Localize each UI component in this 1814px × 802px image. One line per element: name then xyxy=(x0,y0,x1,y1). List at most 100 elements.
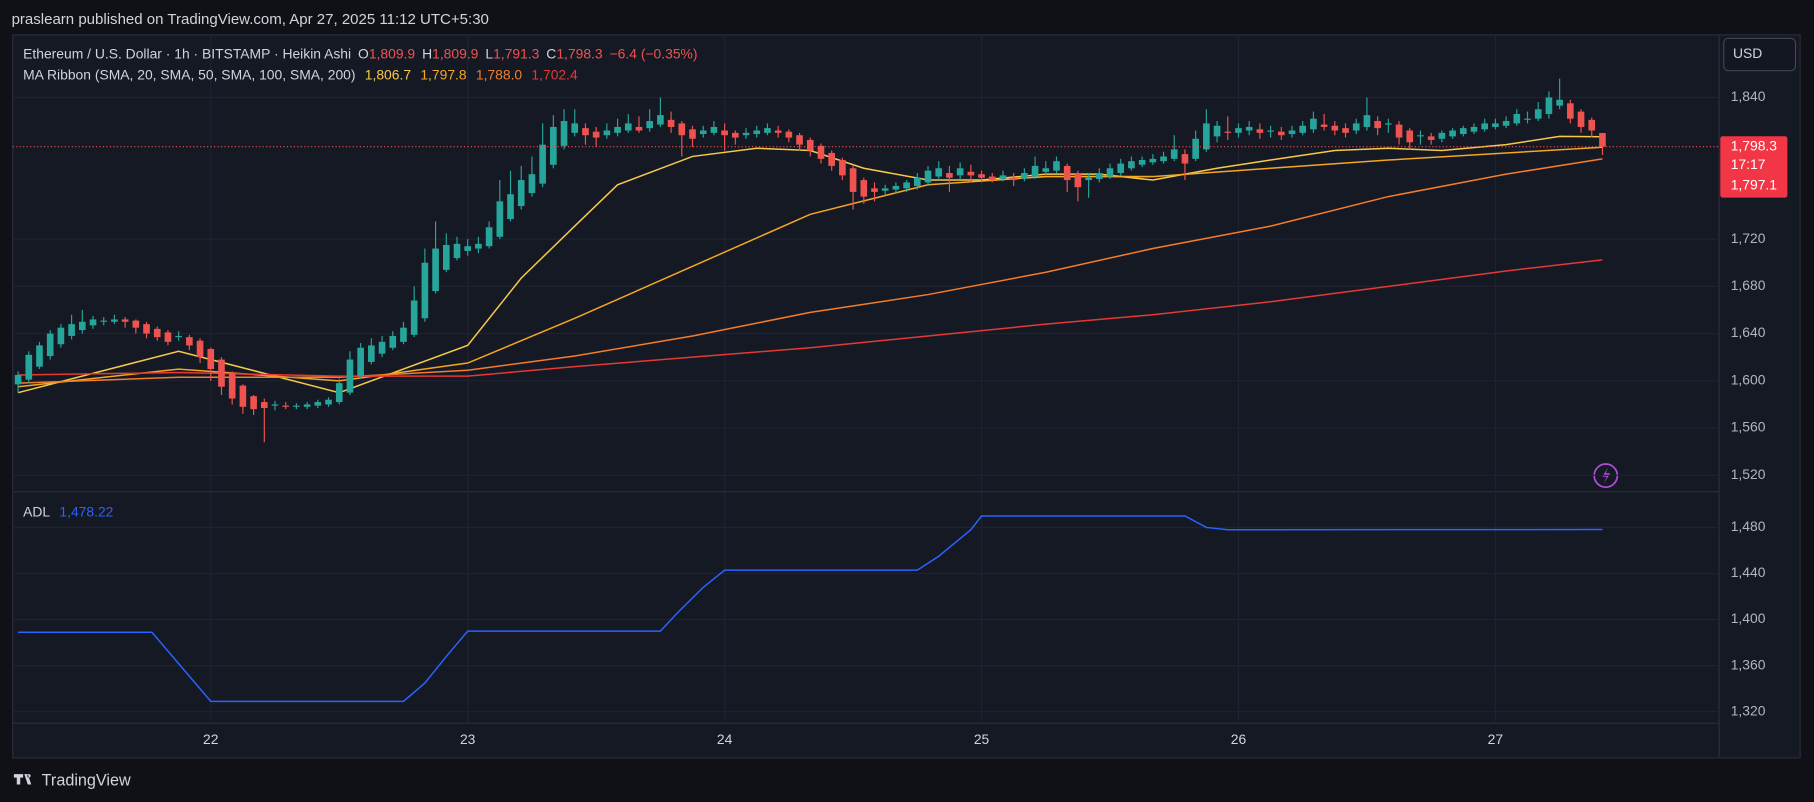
candle-body xyxy=(143,324,150,334)
candle-body xyxy=(89,319,97,326)
candle-body xyxy=(78,321,86,331)
candle-body xyxy=(1277,131,1285,136)
candle-body xyxy=(817,145,825,159)
candle-body xyxy=(721,130,728,136)
ohlc-value: 1,791.3 xyxy=(493,45,540,61)
candle-body xyxy=(1395,124,1403,138)
candle-body xyxy=(614,126,621,133)
candle-body xyxy=(550,126,557,165)
candle-body xyxy=(325,399,332,405)
candle-body xyxy=(1063,165,1071,181)
candle-body xyxy=(924,170,932,183)
candle-body xyxy=(1128,161,1135,169)
line xyxy=(18,515,1603,703)
ohlc-value: 1,798.3 xyxy=(556,45,603,61)
candle-body xyxy=(1524,118,1531,120)
candle-body xyxy=(1245,126,1253,131)
candle-body xyxy=(1181,154,1189,164)
candle-body xyxy=(657,115,664,125)
candle-body xyxy=(368,345,375,362)
brand-name: TradingView xyxy=(42,771,131,789)
candle-body xyxy=(46,333,54,357)
candle-body xyxy=(68,324,75,336)
x-tick-label: 24 xyxy=(717,731,733,747)
indicator-value: 1,702.4 xyxy=(531,66,578,82)
candle-body xyxy=(1042,168,1050,172)
ohlc-value: 1,809.9 xyxy=(432,45,479,61)
candle-body xyxy=(389,335,397,348)
candle-body xyxy=(635,126,643,131)
candle-body xyxy=(1299,125,1307,133)
candle-body xyxy=(485,227,493,247)
currency-button-frame[interactable] xyxy=(1723,37,1797,72)
indicator-value: 1,788.0 xyxy=(476,66,523,82)
candle-body xyxy=(699,130,707,135)
candle-body xyxy=(764,128,771,133)
candle-body xyxy=(410,300,418,335)
candle-body xyxy=(806,139,814,151)
candle-body xyxy=(1331,125,1339,131)
candle-body xyxy=(892,185,900,190)
y-tick-label: 1,400 xyxy=(1731,610,1766,626)
candle-body xyxy=(111,319,118,322)
candle-body xyxy=(357,347,364,377)
candle-body xyxy=(753,130,761,135)
candle-body xyxy=(1534,109,1542,119)
candle-body xyxy=(25,354,33,380)
candle-body xyxy=(517,180,525,207)
symbol-title: Ethereum / U.S. Dollar · 1h · BITSTAMP ·… xyxy=(23,45,351,61)
brand-logo xyxy=(13,774,32,785)
candle-body xyxy=(1031,165,1039,177)
candle-body xyxy=(796,135,803,145)
candle-body xyxy=(1310,118,1317,130)
x-tick-label: 25 xyxy=(974,731,990,747)
candle-body xyxy=(464,246,472,251)
candle-body xyxy=(1567,103,1574,119)
candle-body xyxy=(1010,177,1017,181)
candle-body xyxy=(732,132,739,138)
candle-body xyxy=(689,129,696,139)
candle-body xyxy=(1481,123,1489,130)
candle-body xyxy=(453,243,461,259)
candle-body xyxy=(988,176,996,181)
candle-body xyxy=(1352,123,1360,131)
candle-body xyxy=(1106,168,1114,177)
indicator-value: 1,806.7 xyxy=(365,66,412,82)
legend: Ethereum / U.S. Dollar · 1h · BITSTAMP ·… xyxy=(23,45,697,61)
candle-body xyxy=(1417,135,1424,137)
candle-body xyxy=(528,174,536,194)
candle-body xyxy=(1406,130,1414,143)
candle-body xyxy=(442,245,450,270)
candle-body xyxy=(935,168,943,177)
candle-body xyxy=(36,345,43,367)
x-tick-label: 26 xyxy=(1231,731,1247,747)
candle-body xyxy=(378,341,386,354)
candle-body xyxy=(999,175,1007,179)
candle-body xyxy=(1385,123,1392,125)
currency-button[interactable]: USD xyxy=(1723,37,1797,72)
ohlc-key: H xyxy=(422,45,432,61)
secondary-price-label: 1,797.1 xyxy=(1731,177,1778,193)
candle-body xyxy=(1545,97,1553,114)
candle-body xyxy=(1288,130,1296,135)
indicator-value: 1,797.8 xyxy=(420,66,467,82)
candle-body xyxy=(496,201,504,237)
candle-body xyxy=(1149,158,1157,163)
x-tick-label: 27 xyxy=(1488,731,1504,747)
candle-body xyxy=(1203,123,1210,150)
currency[interactable]: USD xyxy=(1733,45,1762,61)
candle-body xyxy=(1513,113,1521,124)
candle-body xyxy=(678,123,686,136)
candle-body xyxy=(881,188,889,191)
candle-body xyxy=(314,402,322,406)
candle-body xyxy=(1170,149,1178,159)
candle-body xyxy=(303,404,311,407)
last-price-label: 1,798.3 xyxy=(1731,137,1778,153)
candle-body xyxy=(603,130,611,136)
candle-body xyxy=(742,132,750,136)
candle-body xyxy=(164,332,172,342)
candle-body xyxy=(624,123,632,131)
candle-body xyxy=(1588,119,1596,131)
